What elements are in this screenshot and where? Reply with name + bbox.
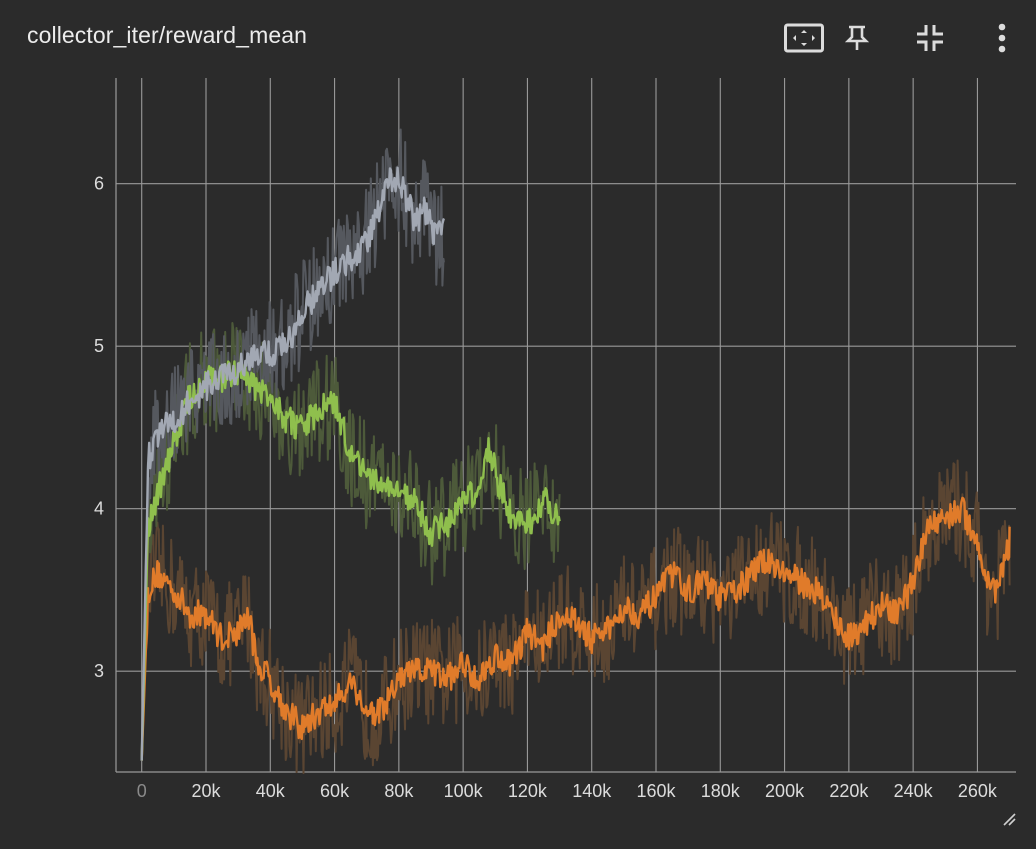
x-tick-label: 160k <box>636 781 676 801</box>
more-options-button[interactable] <box>982 18 1022 58</box>
collapse-icon <box>916 24 944 52</box>
series-line[interactable] <box>140 496 1011 761</box>
fit-to-domain-icon <box>784 22 824 54</box>
x-tick-label: 200k <box>765 781 805 801</box>
pin-icon <box>845 24 869 52</box>
x-tick-label: 80k <box>384 781 414 801</box>
x-tick-label: 180k <box>701 781 741 801</box>
x-tick-label: 0 <box>137 781 147 801</box>
chart-title: collector_iter/reward_mean <box>27 22 308 48</box>
x-tick-label: 220k <box>829 781 869 801</box>
x-tick-label: 40k <box>256 781 286 801</box>
series-line[interactable] <box>140 166 446 761</box>
series-line[interactable] <box>140 360 561 761</box>
x-tick-label: 140k <box>572 781 612 801</box>
x-tick-label: 260k <box>958 781 998 801</box>
y-tick-label: 5 <box>94 336 104 356</box>
y-tick-label: 3 <box>94 661 104 681</box>
x-tick-label: 20k <box>191 781 221 801</box>
smoothed-series-layer <box>140 166 1011 761</box>
y-tick-label: 4 <box>94 499 104 519</box>
pin-button[interactable] <box>837 18 877 58</box>
x-tick-label: 60k <box>320 781 350 801</box>
x-tick-label: 120k <box>508 781 548 801</box>
card-header: collector_iter/reward_mean <box>0 0 1036 72</box>
x-tick-label: 100k <box>444 781 484 801</box>
tick-labels: 0 20k 40k 60k 80k 100k 120k 140k 160k 180k 200k 220… <box>94 174 998 801</box>
line-chart[interactable]: 0 20k 40k 60k 80k 100k 120k 140k 160k 180k 200k 220… <box>0 72 1036 844</box>
more-vert-icon <box>997 23 1007 53</box>
collapse-button[interactable] <box>910 18 950 58</box>
fit-domain-button[interactable] <box>784 18 824 58</box>
raw-series-layer <box>140 128 1011 775</box>
resize-handle[interactable] <box>1002 812 1016 826</box>
chart-area[interactable]: 0 20k 40k 60k 80k 100k 120k 140k 160k 180k 200k 220… <box>0 72 1036 844</box>
resize-corner-icon <box>1002 813 1016 830</box>
y-tick-label: 6 <box>94 174 104 194</box>
x-tick-label: 240k <box>894 781 934 801</box>
